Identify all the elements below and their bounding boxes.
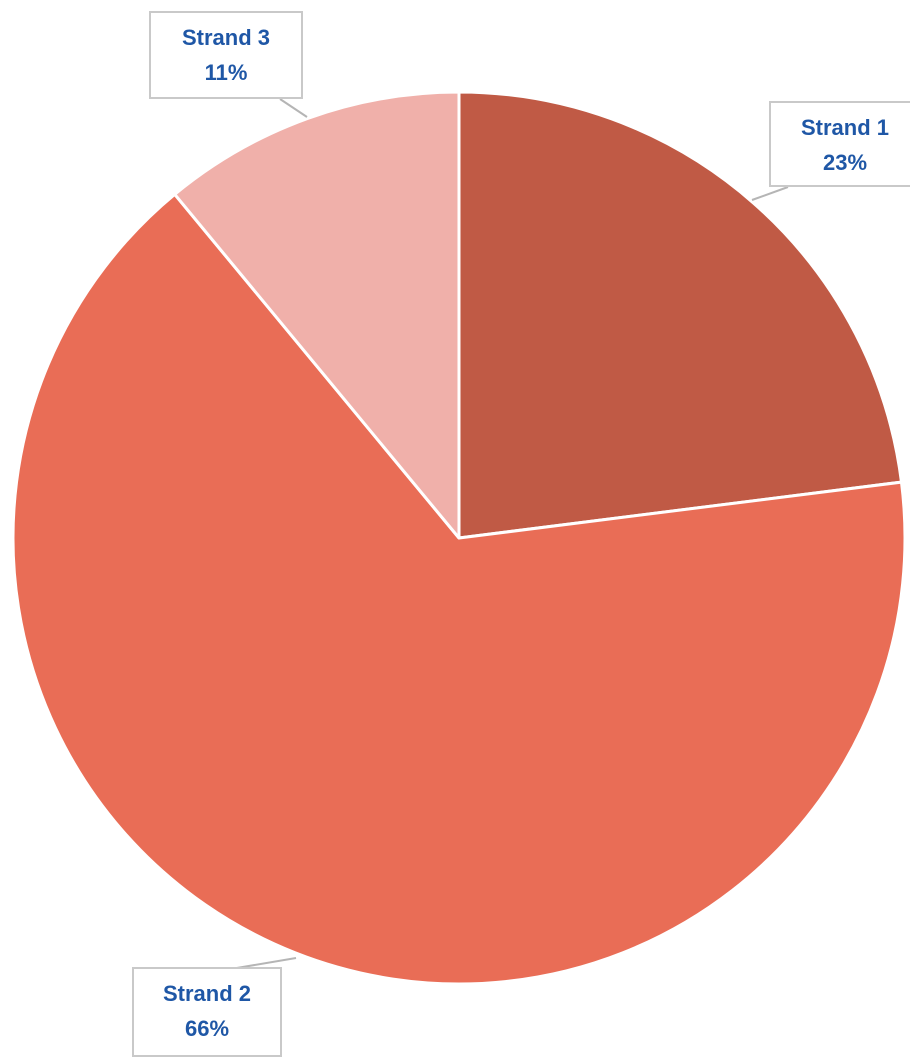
data-label-category-strand-1: Strand 1: [801, 115, 889, 140]
leader-line-strand-3: [279, 98, 308, 118]
pie-slices: [11, 90, 907, 986]
data-label-category-strand-3: Strand 3: [182, 25, 270, 50]
data-label-box-strand-2: [132, 967, 282, 1057]
data-label-percent-strand-3: 11%: [205, 60, 248, 85]
data-label-box-strand-1: [769, 101, 910, 187]
data-label-category-strand-2: Strand 2: [163, 981, 251, 1006]
data-label-percent-strand-2: 66%: [185, 1016, 229, 1041]
pie-slice-strand-3: [173, 90, 461, 540]
pie-slice-strand-2: [11, 192, 907, 986]
data-labels: Strand 1 23% Strand 2 66% Strand 3 11%: [132, 11, 910, 1057]
data-label-box-strand-3: [149, 11, 303, 99]
pie-slice-strand-1: [457, 90, 903, 540]
data-label-percent-strand-1: 23%: [823, 150, 867, 175]
leader-line-strand-1: [751, 186, 789, 201]
